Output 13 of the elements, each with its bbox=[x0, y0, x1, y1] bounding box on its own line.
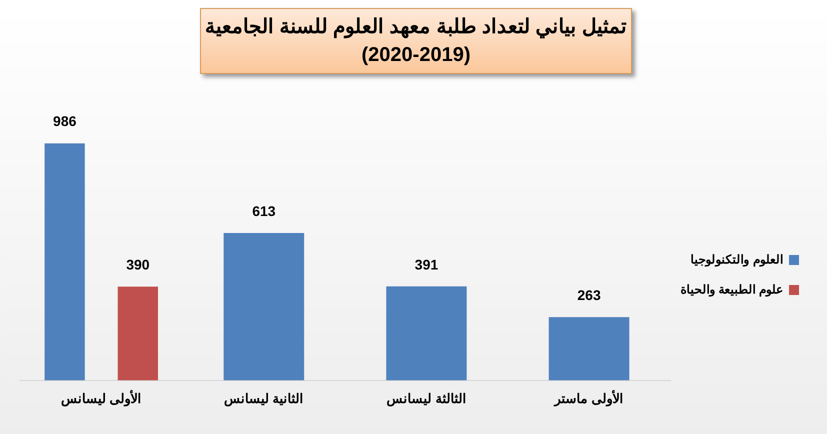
data-label: 986 bbox=[53, 113, 77, 130]
x-tick-label: الأولى ليسانس bbox=[60, 390, 142, 407]
legend-label: العلوم والتكنولوجيا bbox=[690, 252, 783, 268]
data-label: 613 bbox=[252, 202, 276, 219]
legend-label: علوم الطبيعة والحياة bbox=[680, 282, 783, 298]
data-label: 391 bbox=[414, 256, 438, 272]
x-tick-label: الأولى ماستر bbox=[554, 390, 624, 407]
data-label: 390 bbox=[126, 256, 150, 273]
x-tick-label: الثالثة ليسانس bbox=[386, 390, 466, 407]
x-tick-label: الثانية ليسانس bbox=[224, 390, 304, 407]
data-label: 263 bbox=[577, 287, 601, 304]
chart-title: تمثيل بياني لتعداد طلبة معهد العلوم للسنة الجامعية bbox=[204, 15, 628, 40]
chart-subtitle: (2020-2019) bbox=[360, 43, 472, 68]
